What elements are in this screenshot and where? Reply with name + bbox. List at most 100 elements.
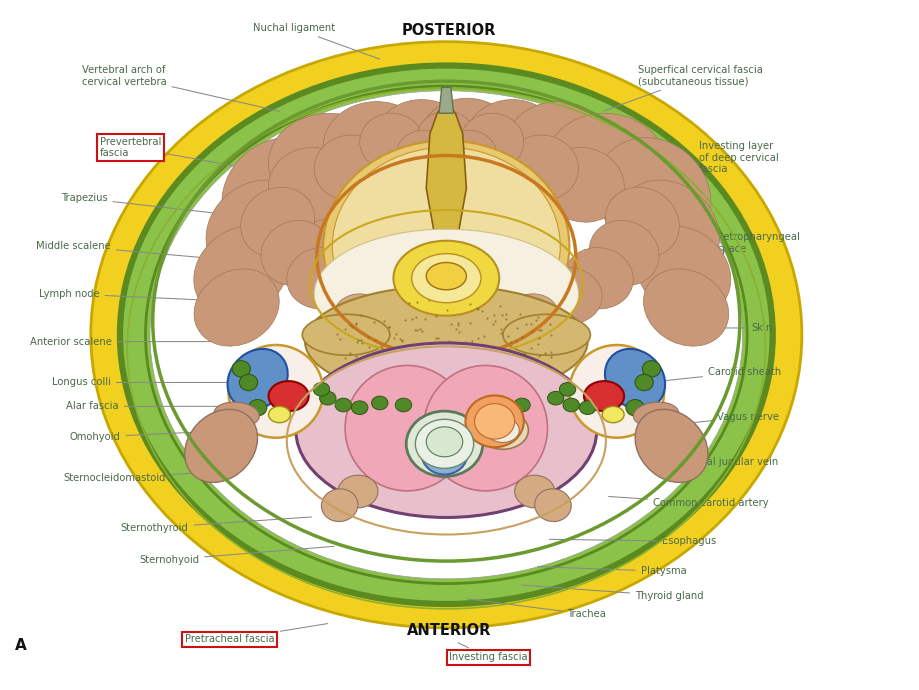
Ellipse shape <box>616 180 719 281</box>
Ellipse shape <box>480 308 530 355</box>
Text: Omohyoid: Omohyoid <box>70 431 233 442</box>
Ellipse shape <box>563 248 632 309</box>
Ellipse shape <box>503 315 590 355</box>
Text: Superfical cervical fascia
(subcutaneous tissue): Superfical cervical fascia (subcutaneous… <box>603 65 762 111</box>
Ellipse shape <box>374 99 469 181</box>
Ellipse shape <box>150 91 742 579</box>
Ellipse shape <box>228 345 323 437</box>
Ellipse shape <box>425 420 466 454</box>
Ellipse shape <box>337 475 378 508</box>
Ellipse shape <box>268 381 309 411</box>
Ellipse shape <box>359 299 414 351</box>
Ellipse shape <box>514 475 554 508</box>
Ellipse shape <box>493 396 509 410</box>
Ellipse shape <box>206 180 309 281</box>
Ellipse shape <box>185 409 257 482</box>
Ellipse shape <box>321 489 357 522</box>
Ellipse shape <box>320 267 390 324</box>
Ellipse shape <box>505 135 578 201</box>
Text: A: A <box>15 638 27 653</box>
Ellipse shape <box>393 308 444 355</box>
Ellipse shape <box>642 269 728 346</box>
Ellipse shape <box>532 267 602 324</box>
Ellipse shape <box>595 138 710 253</box>
Ellipse shape <box>91 41 801 628</box>
Text: Platysma: Platysma <box>537 566 686 576</box>
Text: Vagus nerve: Vagus nerve <box>658 411 778 426</box>
Ellipse shape <box>395 398 411 412</box>
Text: Longus colli: Longus colli <box>51 377 261 388</box>
Ellipse shape <box>446 299 501 351</box>
Ellipse shape <box>268 113 387 211</box>
Ellipse shape <box>345 366 469 491</box>
Ellipse shape <box>477 411 528 449</box>
Ellipse shape <box>425 427 462 457</box>
Text: Internal jugular vein: Internal jugular vein <box>640 454 777 467</box>
Text: Retropharyngeal
space: Retropharyngeal space <box>630 232 800 263</box>
Ellipse shape <box>534 489 571 522</box>
Ellipse shape <box>332 148 560 345</box>
Ellipse shape <box>588 220 658 286</box>
Ellipse shape <box>305 286 587 397</box>
Ellipse shape <box>334 294 385 335</box>
Ellipse shape <box>634 374 652 391</box>
Ellipse shape <box>602 406 623 423</box>
Text: Sternohyoid: Sternohyoid <box>139 546 334 564</box>
Text: ANTERIOR: ANTERIOR <box>406 623 491 638</box>
Text: Nuchal ligament: Nuchal ligament <box>253 23 380 59</box>
Ellipse shape <box>507 294 558 335</box>
Ellipse shape <box>248 400 267 416</box>
Ellipse shape <box>569 345 664 437</box>
Ellipse shape <box>313 135 387 201</box>
Text: Trapezius: Trapezius <box>61 193 233 215</box>
Text: Investing fascia: Investing fascia <box>448 642 528 662</box>
Ellipse shape <box>605 187 678 257</box>
Polygon shape <box>425 101 466 239</box>
Ellipse shape <box>214 402 259 427</box>
Text: Investing layer
of deep cervical
fascia: Investing layer of deep cervical fascia <box>630 141 777 184</box>
Text: Alar fascia: Alar fascia <box>66 402 270 411</box>
Ellipse shape <box>261 220 331 286</box>
Text: Skin: Skin <box>688 323 772 333</box>
Ellipse shape <box>302 315 390 355</box>
Ellipse shape <box>416 111 475 163</box>
Ellipse shape <box>371 396 388 410</box>
Polygon shape <box>438 88 453 113</box>
Ellipse shape <box>546 113 664 211</box>
Text: Vertebral arch of
cervical vertebra: Vertebral arch of cervical vertebra <box>82 65 279 111</box>
Ellipse shape <box>559 382 575 396</box>
Ellipse shape <box>425 262 466 290</box>
Ellipse shape <box>351 401 368 415</box>
Ellipse shape <box>359 113 423 170</box>
Ellipse shape <box>634 409 707 482</box>
Text: Prevertebral
fascia: Prevertebral fascia <box>100 137 261 170</box>
Ellipse shape <box>414 420 473 469</box>
Ellipse shape <box>605 349 664 409</box>
Ellipse shape <box>411 254 481 303</box>
Ellipse shape <box>584 381 623 411</box>
Ellipse shape <box>635 226 730 317</box>
Ellipse shape <box>227 349 288 409</box>
Ellipse shape <box>221 138 336 253</box>
Ellipse shape <box>268 148 350 222</box>
Ellipse shape <box>562 398 579 412</box>
Text: Thyroid gland: Thyroid gland <box>521 585 703 601</box>
Ellipse shape <box>312 382 329 396</box>
Ellipse shape <box>541 148 624 222</box>
Ellipse shape <box>641 361 660 377</box>
Ellipse shape <box>419 98 514 180</box>
Ellipse shape <box>287 248 356 309</box>
Ellipse shape <box>460 113 523 170</box>
Ellipse shape <box>323 101 428 190</box>
Ellipse shape <box>194 226 289 317</box>
Ellipse shape <box>393 241 499 316</box>
Ellipse shape <box>486 418 518 442</box>
Ellipse shape <box>579 401 596 415</box>
Ellipse shape <box>465 395 523 447</box>
Text: Esophagus: Esophagus <box>549 536 716 546</box>
Text: Sternocleidomastoid: Sternocleidomastoid <box>63 471 224 483</box>
Ellipse shape <box>319 391 335 405</box>
Text: POSTERIOR: POSTERIOR <box>402 23 495 38</box>
Text: Pretracheal fascia: Pretracheal fascia <box>185 624 327 644</box>
Ellipse shape <box>513 398 529 412</box>
